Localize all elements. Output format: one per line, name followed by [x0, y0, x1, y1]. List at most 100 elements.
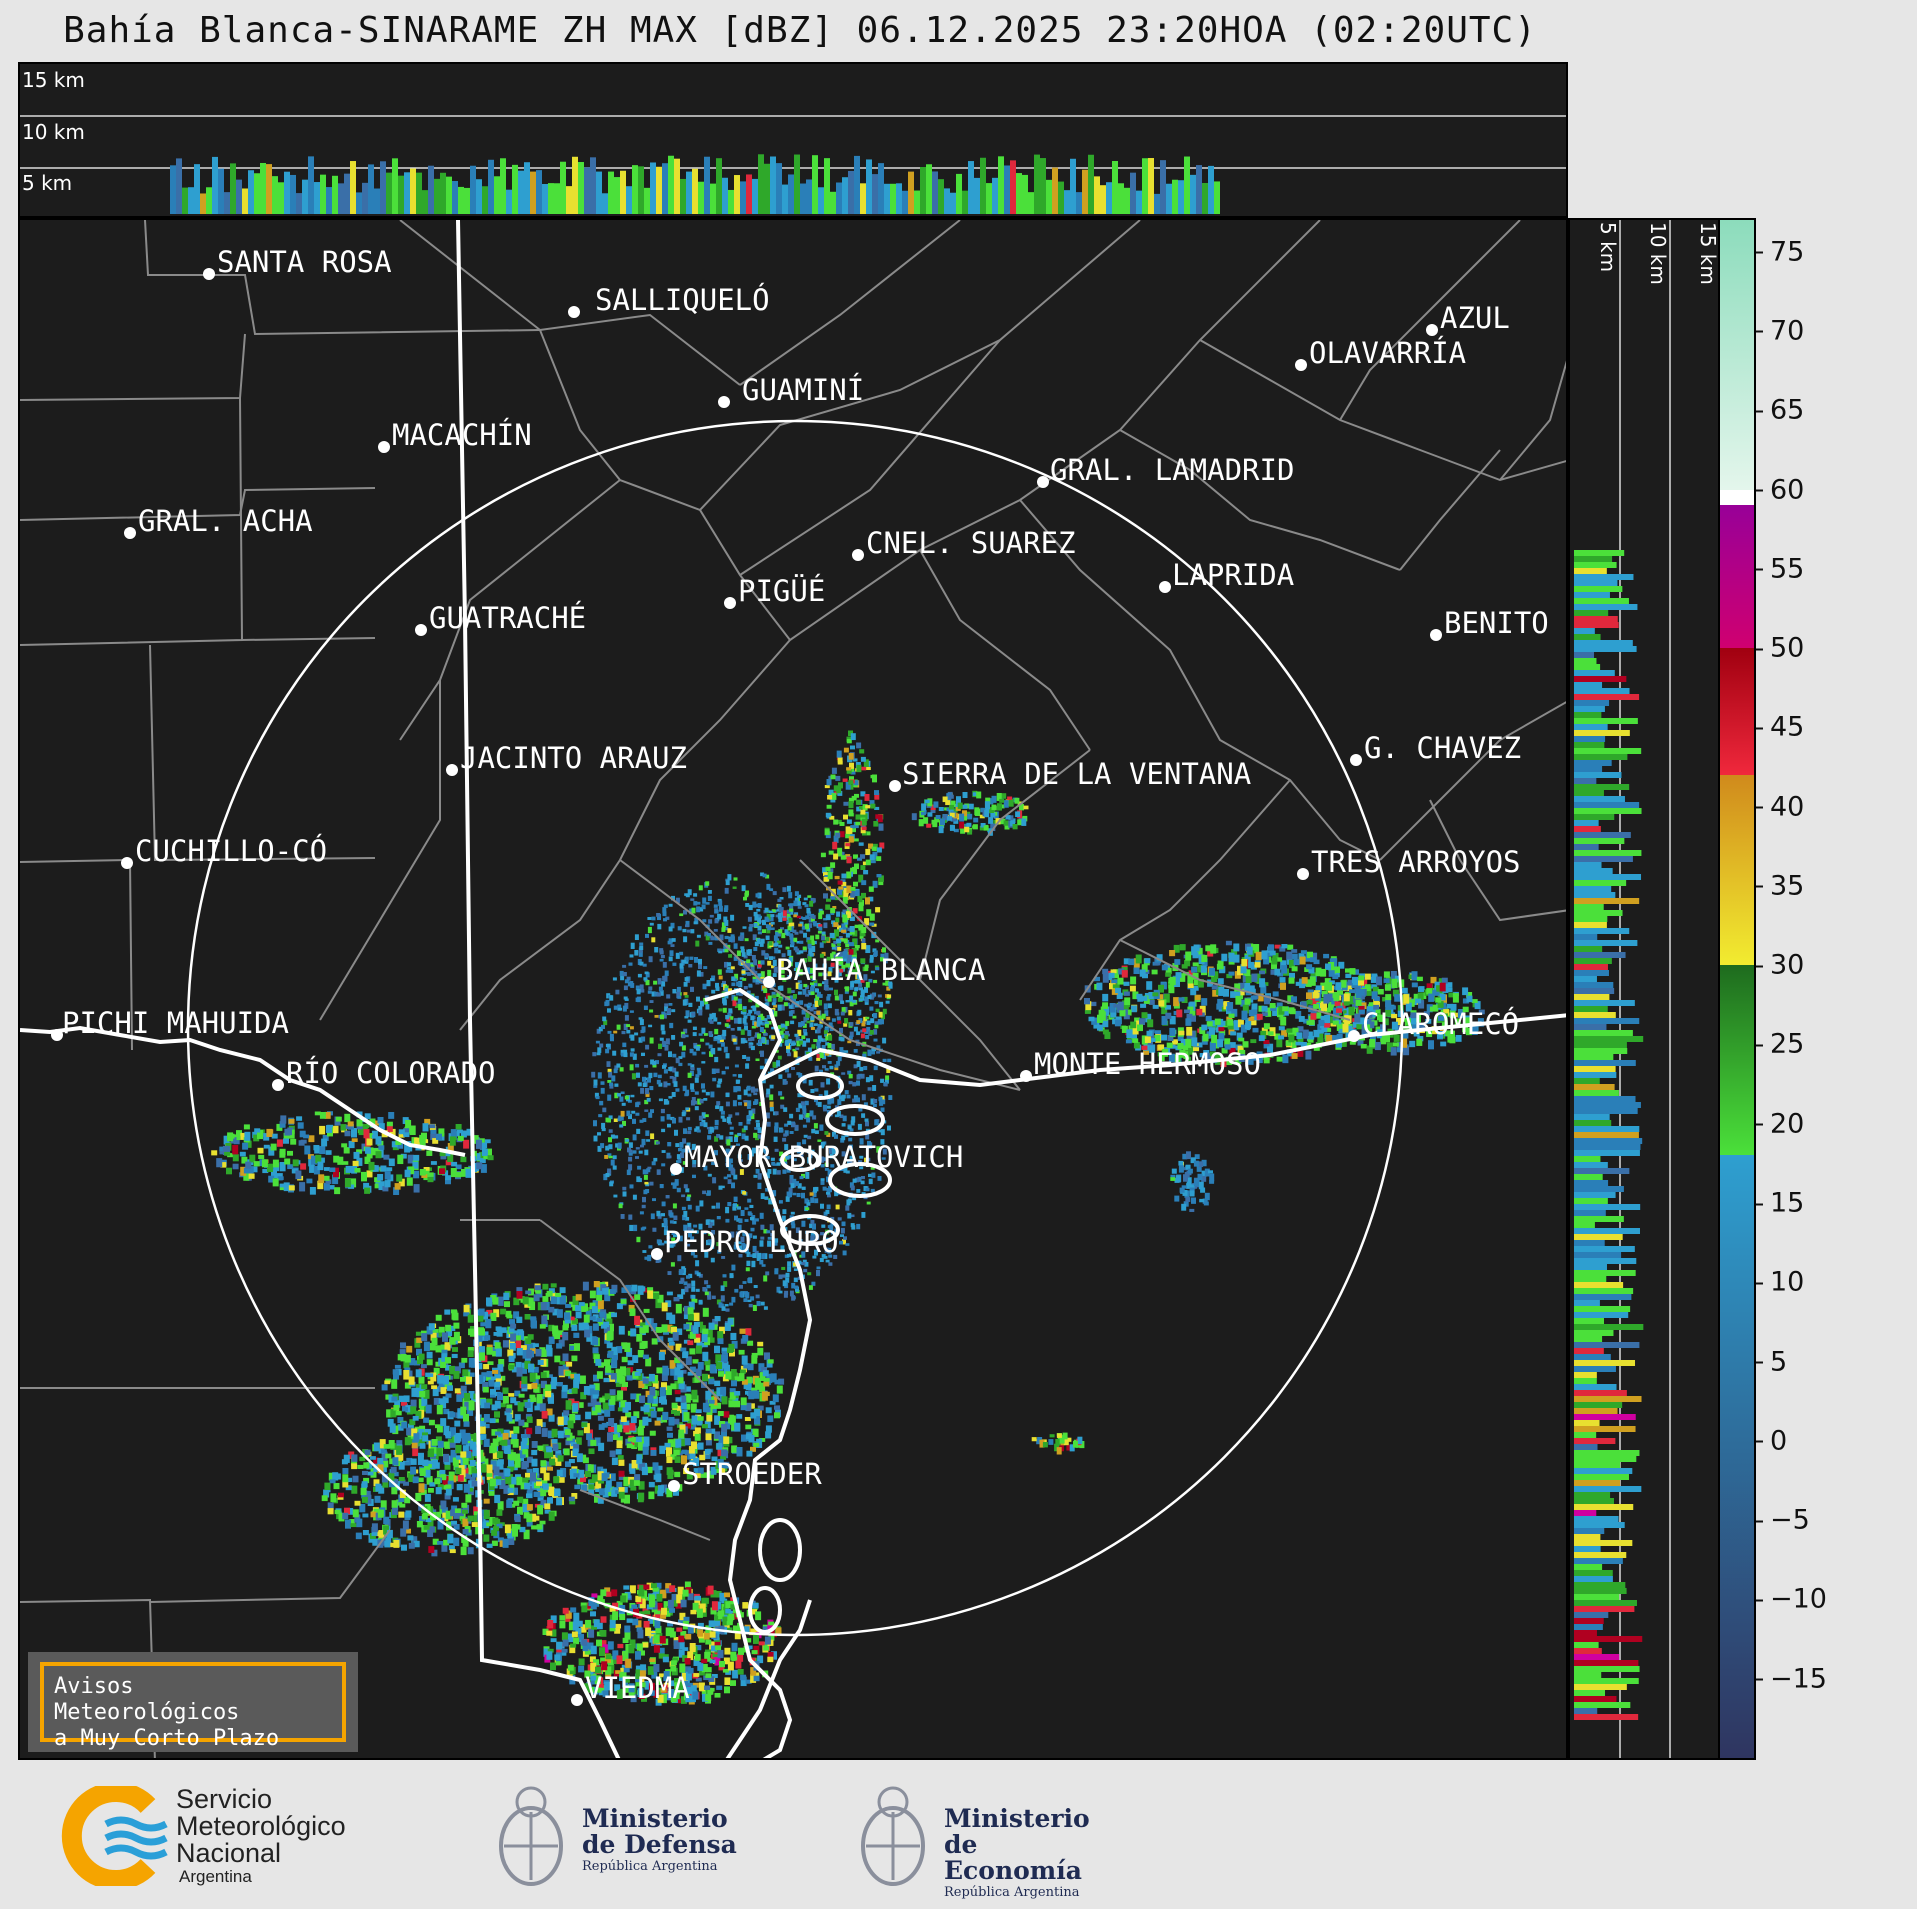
echo-pixel [1184, 959, 1191, 967]
echo-pixel [1320, 1015, 1327, 1022]
echo-pixel [706, 1190, 711, 1196]
echo-column [362, 182, 368, 214]
echo-pixel [776, 991, 781, 997]
echo-pixel [385, 1394, 392, 1400]
echo-pixel [723, 1281, 728, 1287]
echo-pixel [1178, 1030, 1185, 1036]
echo-pixel [1315, 985, 1322, 995]
echo-pixel [835, 775, 841, 781]
echo-pixel [687, 1418, 694, 1427]
echo-pixel [696, 970, 701, 977]
echo-pixel [933, 801, 939, 808]
echo-pixel [710, 936, 715, 941]
echo-pixel [869, 800, 875, 808]
echo-pixel [492, 1450, 499, 1459]
echo-pixel [791, 1223, 796, 1229]
echo-pixel [667, 1142, 672, 1147]
echo-pixel [403, 1128, 410, 1136]
echo-pixel [499, 1375, 506, 1381]
echo-pixel [940, 818, 945, 826]
echo-pixel [721, 922, 726, 928]
echo-pixel [1192, 985, 1199, 991]
echo-column [242, 188, 248, 214]
echo-pixel [695, 1368, 702, 1377]
echo-pixel [479, 1158, 486, 1164]
echo-column [794, 154, 800, 214]
echo-pixel [712, 1077, 717, 1082]
echo-pixel [732, 1000, 737, 1007]
echo-pixel [613, 1118, 618, 1122]
echo-pixel [622, 964, 627, 968]
echo-column [488, 159, 494, 214]
echo-pixel [859, 987, 863, 991]
echo-column [1166, 183, 1172, 214]
echo-pixel [803, 897, 808, 901]
echo-pixel [748, 998, 753, 1003]
echo-pixel [1280, 982, 1286, 990]
echo-pixel [824, 979, 829, 985]
echo-pixel [541, 1428, 548, 1437]
echo-pixel [820, 1203, 824, 1209]
echo-pixel [832, 841, 838, 850]
echo-pixel [1135, 1020, 1142, 1027]
echo-pixel [848, 780, 854, 785]
echo-column [890, 183, 896, 214]
echo-pixel [694, 1106, 699, 1111]
echo-pixel [714, 1056, 719, 1063]
echo-pixel [799, 1000, 804, 1005]
echo-pixel [649, 1037, 654, 1044]
echo-pixel [1133, 967, 1140, 975]
echo-pixel [454, 1388, 461, 1394]
echo-pixel [710, 1242, 715, 1249]
echo-pixel [358, 1128, 365, 1136]
echo-pixel [782, 887, 787, 893]
echo-pixel [631, 1442, 638, 1450]
echo-pixel [704, 931, 709, 937]
echo-column [836, 182, 842, 214]
echo-pixel [608, 1144, 613, 1150]
echo-pixel [1274, 1033, 1281, 1040]
echo-pixel [747, 1363, 754, 1371]
echo-pixel [679, 1437, 686, 1447]
echo-pixel [717, 969, 722, 975]
echo-pixel [1295, 1041, 1302, 1046]
echo-pixel [878, 1011, 883, 1018]
echo-pixel [887, 1125, 891, 1131]
echo-pixel [631, 1110, 636, 1114]
echo-pixel [1280, 1016, 1287, 1026]
echo-pixel [692, 1032, 697, 1037]
echo-pixel [788, 961, 793, 967]
echo-pixel [629, 954, 634, 958]
echo-pixel [684, 1286, 689, 1293]
echo-pixel [763, 1275, 768, 1282]
echo-pixel [674, 1389, 681, 1395]
echo-pixel [872, 880, 878, 888]
echo-pixel [1186, 1026, 1193, 1036]
echo-pixel [386, 1123, 393, 1132]
echo-pixel [1410, 1012, 1417, 1018]
echo-pixel [707, 1291, 711, 1298]
echo-pixel [657, 1053, 662, 1057]
echo-pixel [828, 1022, 833, 1029]
echo-column [980, 157, 986, 214]
echo-pixel [668, 1096, 673, 1099]
echo-column [494, 176, 500, 214]
echo-pixel [836, 1111, 841, 1117]
echo-pixel [514, 1390, 521, 1397]
echo-pixel [866, 1026, 871, 1032]
echo-column [386, 172, 392, 214]
echo-pixel [709, 1222, 714, 1225]
echo-pixel [1205, 1052, 1211, 1060]
echo-pixel [788, 1192, 792, 1198]
echo-pixel [786, 909, 791, 914]
echo-pixel [466, 1128, 473, 1136]
echo-pixel [748, 926, 753, 932]
echo-pixel [638, 1150, 643, 1154]
echo-pixel [853, 1049, 858, 1053]
echo-pixel [702, 1230, 707, 1235]
echo-pixel [468, 1434, 475, 1443]
echo-pixel [345, 1124, 352, 1130]
echo-pixel [796, 1072, 801, 1076]
echo-pixel [578, 1322, 585, 1331]
echo-pixel [689, 1048, 694, 1054]
